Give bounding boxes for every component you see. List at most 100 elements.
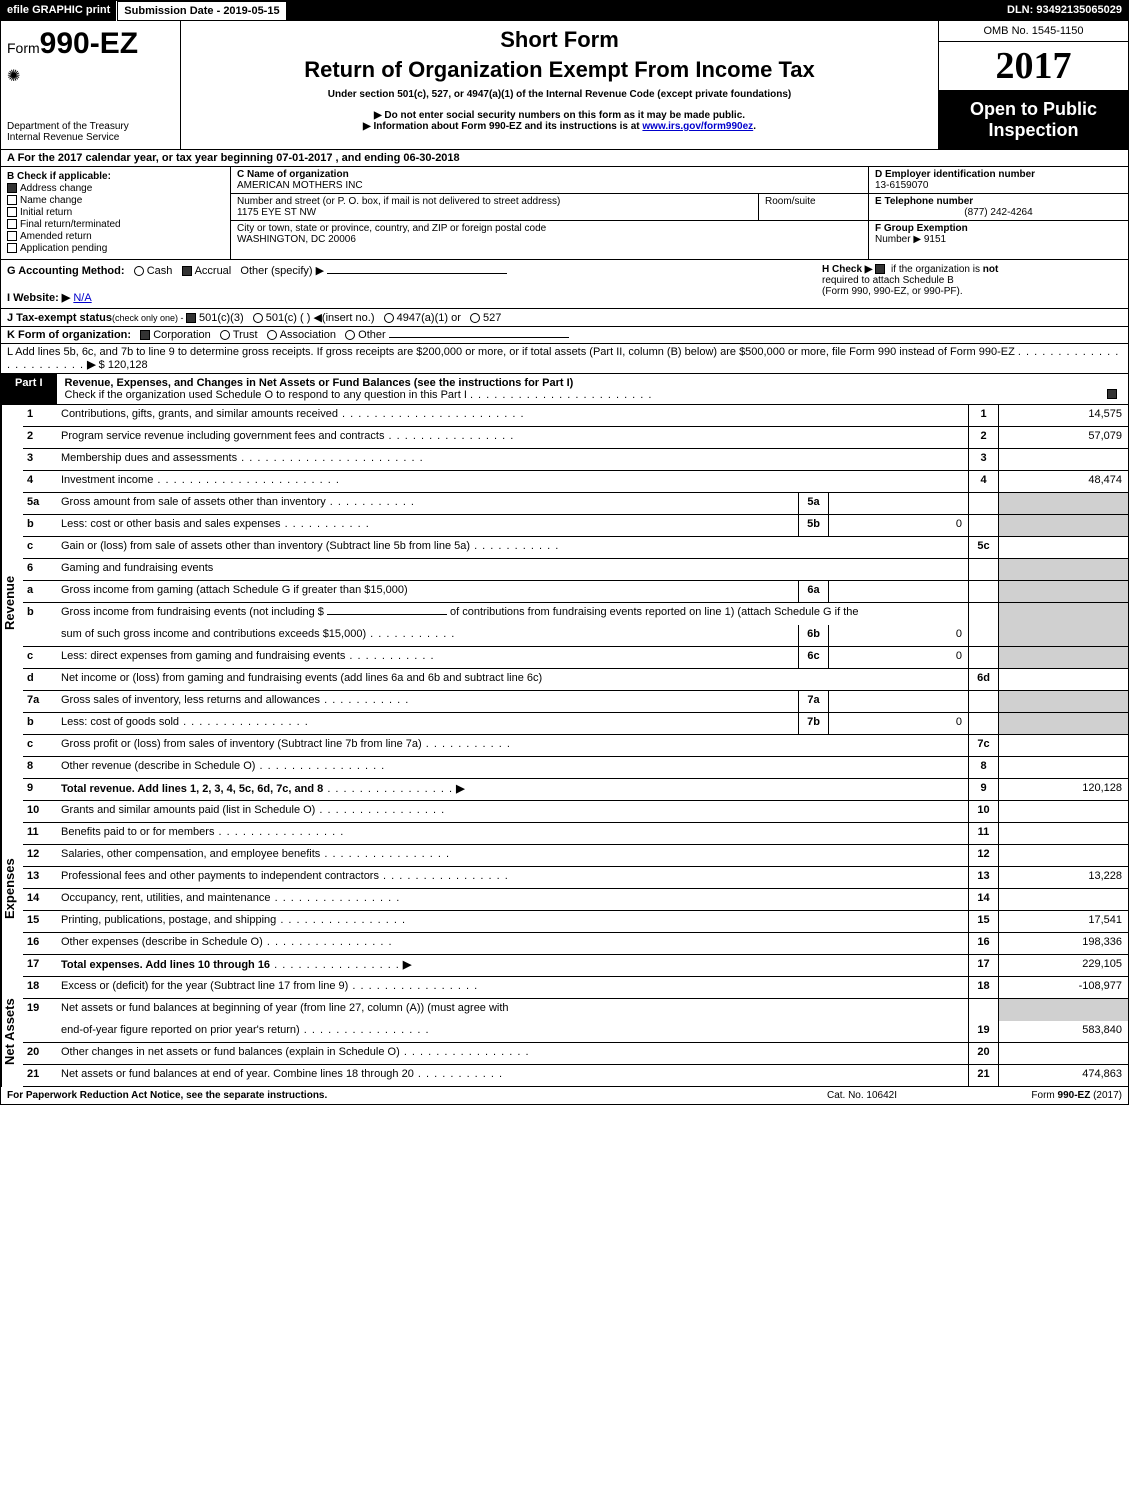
cb-address-change[interactable]: Address change [7, 183, 224, 194]
paperwork-notice: For Paperwork Reduction Act Notice, see … [7, 1090, 762, 1101]
line-19-2: end-of-year figure reported on prior yea… [23, 1021, 1128, 1043]
line-6c: c Less: direct expenses from gaming and … [23, 647, 1128, 669]
e-phone-value: (877) 242-4264 [875, 207, 1122, 218]
line-6d: d Net income or (loss) from gaming and f… [23, 669, 1128, 691]
form-990ez: 990-EZ [40, 27, 138, 60]
line-10: 10 Grants and similar amounts paid (list… [23, 801, 1128, 823]
cash-label: Cash [147, 265, 173, 277]
line-j: J Tax-exempt status(check only one) - 50… [1, 309, 1128, 327]
line-11: 11 Benefits paid to or for members 11 [23, 823, 1128, 845]
h-text2: required to attach Schedule B [822, 275, 1122, 286]
line-1: 1 Contributions, gifts, grants, and simi… [23, 405, 1128, 427]
irs-link[interactable]: www.irs.gov/form990ez [642, 121, 753, 132]
line-14: 14 Occupancy, rent, utilities, and maint… [23, 889, 1128, 911]
line-k: K Form of organization: Corporation Trus… [1, 327, 1128, 344]
part1-label: Part I [1, 374, 57, 404]
cb-app-pending[interactable]: Application pending [7, 243, 224, 254]
g-label: G Accounting Method: [7, 265, 125, 277]
line-6: 6 Gaming and fundraising events [23, 559, 1128, 581]
cb-accrual[interactable] [182, 266, 192, 276]
h-label: H Check ▶ [822, 264, 872, 275]
rb-527[interactable] [470, 313, 480, 323]
room-suite-label: Room/suite [758, 194, 868, 220]
line-20: 20 Other changes in net assets or fund b… [23, 1043, 1128, 1065]
form-prefix: Form [7, 40, 40, 56]
cb-corp[interactable] [140, 330, 150, 340]
side-expenses: Expenses [1, 801, 23, 977]
l-amount: $ 120,128 [99, 359, 148, 371]
line-8: 8 Other revenue (describe in Schedule O)… [23, 757, 1128, 779]
cb-initial-return[interactable]: Initial return [7, 207, 224, 218]
line-18: 18 Excess or (deficit) for the year (Sub… [23, 977, 1128, 999]
line-6b-1: b Gross income from fundraising events (… [23, 603, 1128, 625]
rb-cash[interactable] [134, 266, 144, 276]
cb-501c3[interactable] [186, 313, 196, 323]
line-5c: c Gain or (loss) from sale of assets oth… [23, 537, 1128, 559]
dln-label: DLN: 93492135065029 [1001, 1, 1128, 21]
city-label: City or town, state or province, country… [237, 223, 862, 234]
line-9: 9 Total revenue. Add lines 1, 2, 3, 4, 5… [23, 779, 1128, 801]
section-b-title: B Check if applicable: [7, 171, 224, 182]
line-6a: a Gross income from gaming (attach Sched… [23, 581, 1128, 603]
f-group-value: 9151 [924, 234, 946, 245]
f-group-label: F Group Exemption [875, 223, 1122, 234]
k-other-input[interactable] [389, 337, 569, 338]
h-not: not [983, 264, 999, 275]
rb-501c[interactable] [253, 313, 263, 323]
line-12: 12 Salaries, other compensation, and emp… [23, 845, 1128, 867]
line-l: L Add lines 5b, 6c, and 7b to line 9 to … [1, 344, 1128, 374]
line-6b-2: sum of such gross income and contributio… [23, 625, 1128, 647]
submission-date: Submission Date - 2019-05-15 [117, 1, 286, 21]
efile-label: efile GRAPHIC print [1, 1, 117, 21]
h-text1: if the organization is [891, 264, 983, 275]
rb-assoc[interactable] [267, 330, 277, 340]
side-revenue: Revenue [1, 405, 23, 801]
instruction-ssn: ▶ Do not enter social security numbers o… [191, 110, 928, 121]
line-16: 16 Other expenses (describe in Schedule … [23, 933, 1128, 955]
line-15: 15 Printing, publications, postage, and … [23, 911, 1128, 933]
side-netassets: Net Assets [1, 977, 23, 1087]
cb-name-change[interactable]: Name change [7, 195, 224, 206]
line-2: 2 Program service revenue including gove… [23, 427, 1128, 449]
rb-trust[interactable] [220, 330, 230, 340]
c-name-label: C Name of organization [237, 169, 862, 180]
city-value: WASHINGTON, DC 20006 [237, 234, 862, 245]
line-3: 3 Membership dues and assessments 3 [23, 449, 1128, 471]
line-7b: b Less: cost of goods sold 7b 0 [23, 713, 1128, 735]
form-footer: Form 990-EZ (2017) [962, 1090, 1122, 1101]
i-website-label: I Website: ▶ [7, 292, 70, 304]
street-label: Number and street (or P. O. box, if mail… [237, 196, 752, 207]
website-value[interactable]: N/A [73, 292, 91, 304]
omb-number: OMB No. 1545-1150 [939, 21, 1128, 42]
line-5b: b Less: cost or other basis and sales ex… [23, 515, 1128, 537]
line-19-1: 19 Net assets or fund balances at beginn… [23, 999, 1128, 1021]
other-label: Other (specify) ▶ [240, 265, 324, 277]
line-7c: c Gross profit or (loss) from sales of i… [23, 735, 1128, 757]
short-form-title: Short Form [191, 27, 928, 53]
tax-year: 2017 [939, 42, 1128, 91]
irs-eagle-icon: ✺ [7, 66, 174, 86]
accrual-label: Accrual [195, 265, 232, 277]
f-group-num-label: Number ▶ [875, 234, 921, 245]
cb-h-check[interactable] [875, 264, 885, 274]
cat-no: Cat. No. 10642I [762, 1090, 962, 1101]
cb-amended-return[interactable]: Amended return [7, 231, 224, 242]
other-specify-input[interactable] [327, 273, 507, 274]
cb-final-return[interactable]: Final return/terminated [7, 219, 224, 230]
line-17: 17 Total expenses. Add lines 10 through … [23, 955, 1128, 977]
line-21: 21 Net assets or fund balances at end of… [23, 1065, 1128, 1087]
org-name: AMERICAN MOTHERS INC [237, 180, 862, 191]
line-7a: 7a Gross sales of inventory, less return… [23, 691, 1128, 713]
rb-4947[interactable] [384, 313, 394, 323]
line-5a: 5a Gross amount from sale of assets othe… [23, 493, 1128, 515]
street-value: 1175 EYE ST NW [237, 207, 752, 218]
rb-other[interactable] [345, 330, 355, 340]
line-4: 4 Investment income 4 48,474 [23, 471, 1128, 493]
line-a: A For the 2017 calendar year, or tax yea… [1, 150, 466, 166]
6b-amount-input[interactable] [327, 614, 447, 615]
open-public-1: Open to Public [943, 99, 1124, 120]
irs-label: Internal Revenue Service [7, 132, 174, 143]
open-public-2: Inspection [943, 120, 1124, 141]
h-text3: (Form 990, 990-EZ, or 990-PF). [822, 286, 1122, 297]
cb-part1-schedO[interactable] [1107, 389, 1117, 399]
